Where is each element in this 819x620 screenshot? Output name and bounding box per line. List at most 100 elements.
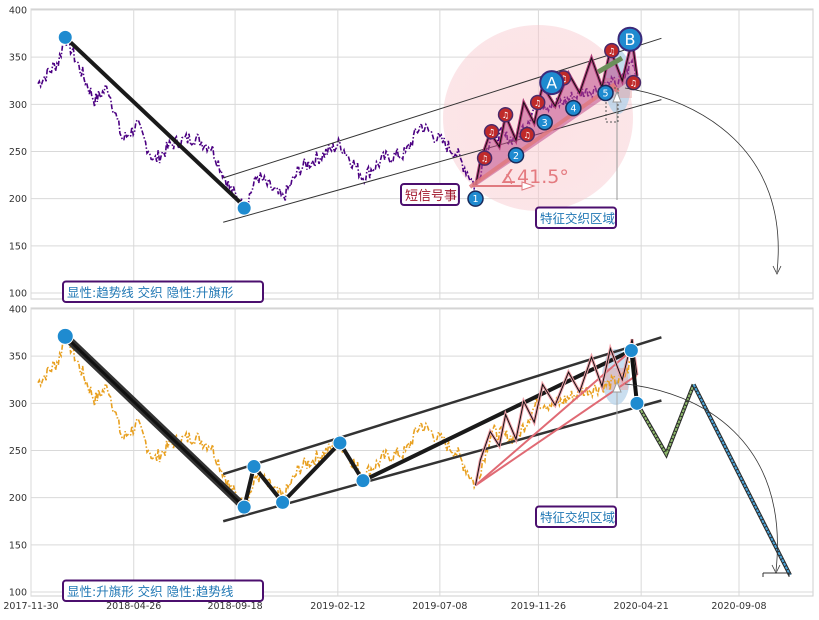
numbered-marker xyxy=(536,114,553,131)
x-tick-label: 2017-11-30 xyxy=(3,601,58,612)
annotation-box xyxy=(535,206,617,229)
annotation-text: 短信号事 xyxy=(405,189,457,204)
x-tick-label: 2020-04-21 xyxy=(614,601,669,612)
blue-marker xyxy=(355,473,371,489)
blue-marker xyxy=(623,343,639,359)
forecast-green xyxy=(636,384,695,457)
x-axis-ticks: 2017-11-30 2018-04-26 2018-09-18 2019-02-12… xyxy=(3,601,766,612)
top-forecast-arrow xyxy=(624,87,779,273)
y-tick-label: 150 xyxy=(9,241,27,252)
forecast-blue xyxy=(692,384,791,576)
letter-marker-label: A xyxy=(546,74,557,93)
note-marker-label: ♫ xyxy=(488,128,496,138)
blue-marker xyxy=(629,395,645,411)
y-tick-label: 350 xyxy=(9,53,27,64)
numbered-marker-label: 5 xyxy=(602,89,608,100)
annotation-box xyxy=(535,505,617,528)
letter-marker xyxy=(539,70,565,96)
pointer-head xyxy=(612,90,622,103)
blue-marker xyxy=(246,459,262,475)
top-forecast-arrowhead xyxy=(772,265,782,275)
y-tick-label: 200 xyxy=(9,493,27,504)
numbered-marker xyxy=(565,99,582,117)
blue-marker xyxy=(236,200,252,216)
blue-marker xyxy=(236,499,252,515)
y-tick-label: 200 xyxy=(9,194,27,205)
blue-marker xyxy=(57,29,73,45)
bottom-forecast-arrow xyxy=(624,383,778,572)
y-tick-label: 250 xyxy=(9,446,27,457)
trendline xyxy=(63,35,246,208)
note-marker xyxy=(519,126,535,143)
breakdown-line xyxy=(629,350,639,404)
channel-lower xyxy=(223,99,662,223)
numbered-marker-label: 3 xyxy=(542,118,548,129)
note-marker-label: ♫ xyxy=(630,79,638,89)
annotation-text: 显性:趋势线 交织 隐性:升旗形 xyxy=(67,285,234,300)
channel-upper xyxy=(222,336,662,476)
blue-marker xyxy=(275,494,291,510)
annotation-text: 特征交织区域 xyxy=(540,211,615,226)
note-marker-label: ♫ xyxy=(523,131,531,141)
annotation-box xyxy=(62,280,264,303)
pointer-head xyxy=(612,380,622,393)
letter-marker xyxy=(617,26,643,52)
channel-lower xyxy=(222,399,662,523)
annotation-box xyxy=(400,183,460,206)
note-marker xyxy=(497,106,514,123)
note-marker-label: ♫ xyxy=(608,47,616,57)
x-tick-label: 2019-07-08 xyxy=(412,601,467,612)
trendline-core xyxy=(64,335,246,509)
x-tick-label: 2018-04-26 xyxy=(106,601,161,612)
channel-upper xyxy=(223,37,662,179)
top-plot-area xyxy=(30,8,814,300)
forecast-connectors xyxy=(624,87,782,574)
wedge-lower xyxy=(474,374,638,487)
numbered-marker-label: 1 xyxy=(472,194,478,205)
y-tick-label: 300 xyxy=(9,100,27,111)
note-marker xyxy=(483,123,500,140)
bottom-markers xyxy=(56,327,790,577)
x-tick-label: 2019-11-26 xyxy=(511,601,566,612)
note-marker xyxy=(476,150,493,166)
annotation-text: 显性:升旗形 交织 隐性:趋势线 xyxy=(67,584,234,599)
y-tick-label: 300 xyxy=(9,399,27,410)
blue-marker xyxy=(56,327,74,345)
y-tick-label: 400 xyxy=(9,305,27,316)
bottom-forecast-arrowhead xyxy=(771,564,781,574)
wedge-zigzag xyxy=(475,339,638,486)
y-tick-label: 250 xyxy=(9,147,27,158)
y-tick-label: 350 xyxy=(9,352,27,363)
note-marker xyxy=(529,94,546,111)
pink-rise-arrow xyxy=(468,84,614,189)
numbered-marker xyxy=(467,190,484,207)
forecast-stub xyxy=(596,55,624,75)
letter-marker-label: B xyxy=(624,30,635,49)
note-marker xyxy=(604,42,620,59)
note-marker-label: ♫ xyxy=(481,155,489,165)
y-tick-label: 150 xyxy=(9,540,27,551)
angle-label: ∡41.5° xyxy=(500,166,569,188)
h-arrow-head xyxy=(521,181,536,191)
numbered-marker xyxy=(597,84,614,102)
x-tick-label: 2020-09-08 xyxy=(711,601,766,612)
x-tick-label: 2018-09-18 xyxy=(207,601,262,612)
note-marker-label: ♫ xyxy=(534,99,542,109)
annotation-box xyxy=(62,579,264,602)
y-tick-label: 100 xyxy=(9,588,27,599)
x-tick-label: 2019-02-12 xyxy=(310,601,365,612)
y-tick-label: 400 xyxy=(9,6,27,17)
annotation-text: 特征交织区域 xyxy=(540,510,615,525)
numbered-marker-label: 2 xyxy=(513,151,519,162)
note-marker-label: ♫ xyxy=(502,111,510,121)
bottom-y-ticks: 100 150 200 250 300 350 400 xyxy=(9,305,27,599)
y-tick-label: 100 xyxy=(9,289,27,300)
blue-marker xyxy=(332,435,348,451)
top-y-ticks: 100 150 200 250 300 350 400 xyxy=(9,6,27,300)
